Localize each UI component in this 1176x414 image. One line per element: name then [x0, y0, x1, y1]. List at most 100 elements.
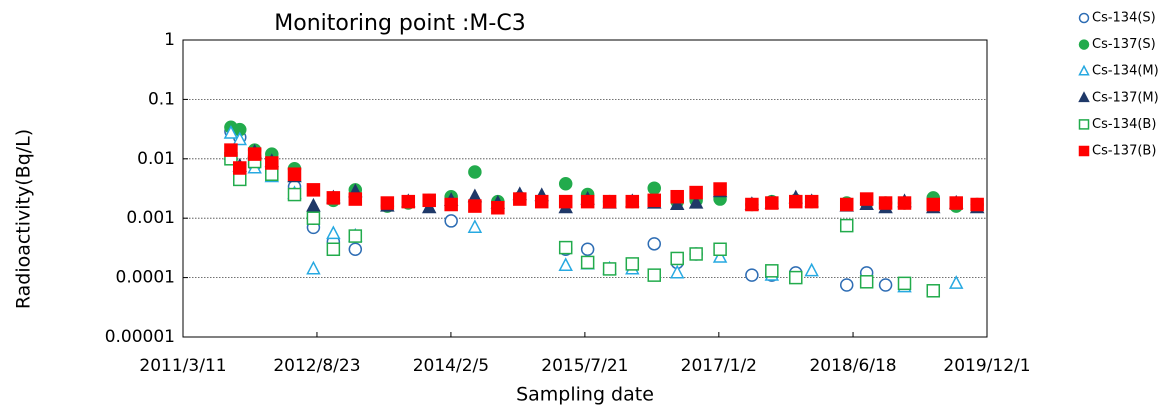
point [380, 196, 395, 210]
point [688, 194, 704, 209]
legend-marker [1078, 12, 1090, 24]
point [233, 161, 247, 175]
point [669, 264, 685, 279]
x-tick-label: 2012/8/23 [273, 356, 360, 376]
point [765, 196, 779, 210]
legend-label: Cs-137(B) [1092, 144, 1156, 159]
x-tick-label: 2015/7/21 [541, 356, 628, 376]
x-tick-label: 2011/3/11 [139, 356, 226, 376]
point [897, 196, 912, 210]
point [444, 214, 458, 228]
point [223, 124, 239, 139]
point [839, 278, 854, 292]
y-tick-label: 0.001 [126, 208, 175, 228]
point [468, 199, 482, 213]
legend-marker [1078, 145, 1090, 157]
point [859, 192, 874, 206]
point [647, 193, 661, 208]
point [401, 194, 416, 209]
point [647, 181, 661, 195]
point [804, 262, 819, 277]
point [602, 262, 617, 276]
point [669, 196, 685, 211]
y-tick-label: 0.1 [148, 89, 175, 109]
point [265, 167, 279, 181]
point [287, 167, 302, 181]
point [348, 192, 363, 206]
point [625, 257, 640, 271]
point [306, 197, 321, 212]
point [926, 284, 941, 298]
point [926, 197, 941, 212]
legend-label: Cs-134(M) [1092, 64, 1159, 79]
point [265, 156, 279, 170]
point [306, 183, 321, 197]
point [558, 257, 573, 272]
point [326, 242, 341, 257]
point [745, 268, 759, 282]
point [513, 192, 527, 206]
point [713, 182, 727, 196]
x-tick-label: 2017/1/2 [681, 356, 757, 376]
point [839, 218, 854, 233]
point [247, 147, 262, 161]
x-tick-label: 2014/2/5 [413, 356, 489, 376]
point [839, 197, 854, 212]
y-tick-label: 0.0001 [116, 268, 175, 288]
legend-marker [1078, 39, 1090, 50]
point [804, 194, 819, 209]
point [878, 196, 893, 210]
point [670, 189, 684, 204]
legend-marker [1078, 64, 1090, 76]
x-tick-label: 2018/6/18 [809, 356, 896, 376]
point [348, 229, 363, 243]
point [948, 275, 964, 289]
point [326, 225, 341, 240]
point [580, 194, 595, 209]
point [306, 260, 321, 275]
point [224, 143, 238, 157]
point [625, 194, 640, 209]
point [670, 251, 684, 266]
point [712, 249, 728, 263]
point [306, 211, 321, 225]
point [422, 193, 436, 208]
point [558, 177, 573, 191]
legend-marker [1078, 119, 1090, 130]
point [745, 197, 759, 212]
point [765, 264, 779, 278]
point [348, 242, 363, 257]
point [878, 278, 893, 292]
legend-label: Cs-137(S) [1092, 37, 1156, 52]
point [558, 240, 573, 255]
x-tick-label: 2019/12/1 [943, 356, 1030, 376]
point [689, 247, 703, 261]
point [326, 191, 341, 205]
y-tick-label: 0.00001 [105, 327, 175, 347]
point [689, 185, 703, 200]
point [558, 194, 573, 209]
legend-marker [1078, 91, 1090, 103]
point [580, 242, 595, 257]
point [534, 194, 549, 209]
point [970, 197, 984, 212]
point [602, 194, 617, 209]
point [789, 194, 803, 209]
point [647, 237, 661, 251]
y-tick-label: 1 [164, 30, 175, 50]
point [859, 275, 874, 289]
point [467, 219, 483, 233]
point [713, 242, 727, 257]
point [233, 172, 247, 187]
point [789, 270, 803, 285]
point [491, 200, 505, 215]
point [897, 276, 912, 291]
legend-label: Cs-137(M) [1092, 90, 1159, 105]
point [580, 255, 595, 270]
legend-label: Cs-134(S) [1092, 11, 1156, 26]
y-axis-label: Radioactivity(Bq/L) [13, 129, 35, 309]
point [468, 165, 482, 179]
point [949, 196, 963, 210]
point [232, 131, 248, 146]
